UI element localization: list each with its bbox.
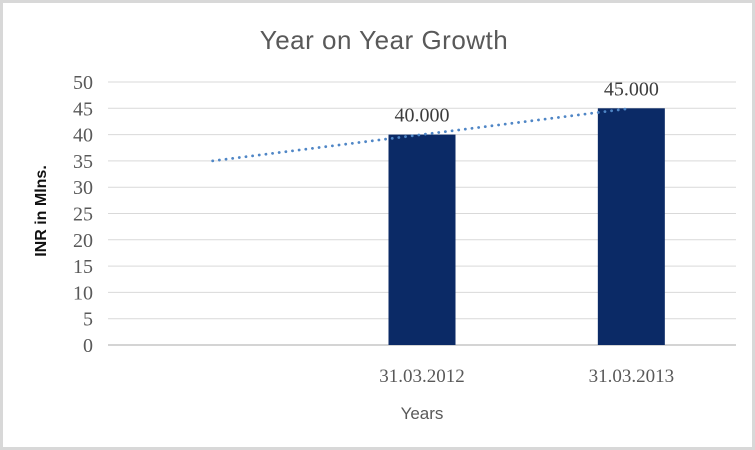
y-tick-label: 10 [73,282,93,304]
x-category-label: 31.03.2012 [379,366,465,387]
y-tick-label: 15 [73,256,93,278]
x-axis-title: Years [400,404,444,423]
bar-31.03.2013 [597,108,665,345]
chart-plot-area: 0 5 10 15 20 25 30 35 40 45 50 31.03.2012 40.000 31.0… [73,72,736,387]
y-tick-label: 25 [73,204,93,226]
y-tick-label: 30 [73,177,93,199]
y-tick-label: 0 [83,335,93,357]
y-tick-label: 45 [73,98,93,120]
y-tick-label: 20 [73,230,93,252]
x-category-label: 31.03.2013 [589,366,675,387]
y-tick-label: 40 [73,125,93,147]
y-tick-label: 35 [73,151,93,173]
y-tick-label: 5 [83,309,93,331]
chart-title: Year on Year Growth [259,25,509,55]
data-label: 45.000 [604,78,659,100]
y-tick-label: 50 [73,72,93,94]
bar-31.03.2012 [388,134,456,345]
data-label: 40.000 [395,105,450,127]
